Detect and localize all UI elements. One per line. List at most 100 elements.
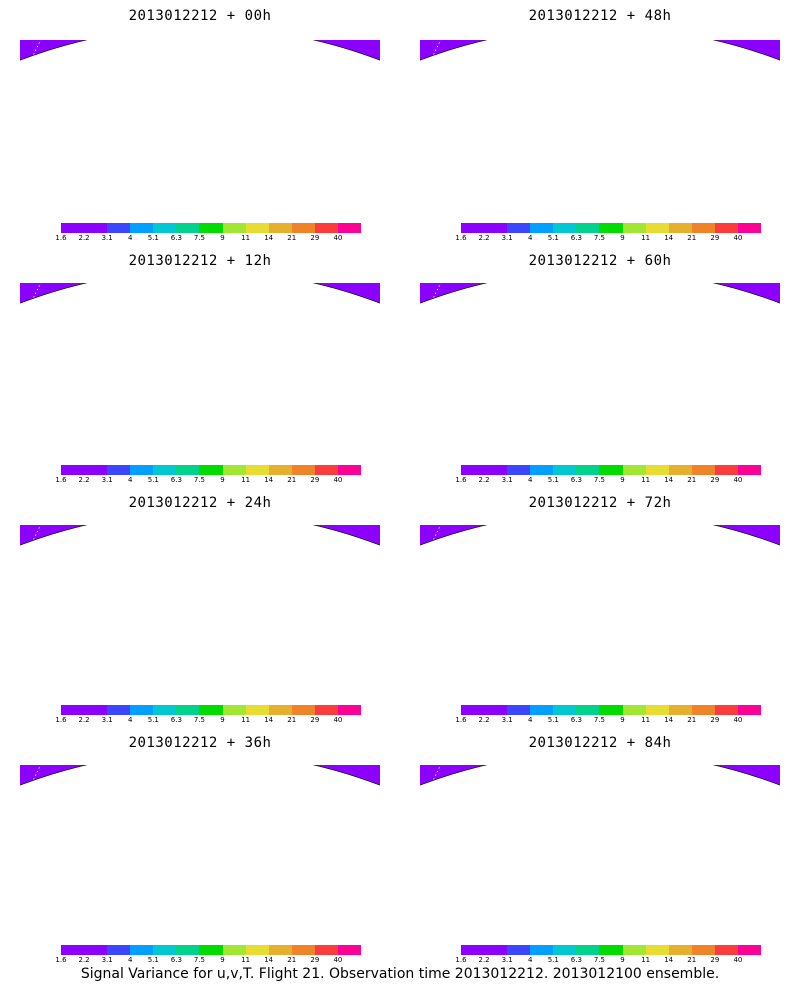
variance-contour — [535, 370, 544, 376]
coastline — [84, 816, 356, 846]
variance-contour — [549, 93, 571, 107]
colorbar-tick-label: 21 — [687, 716, 697, 724]
variance-contour — [549, 818, 571, 832]
variance-contour — [531, 609, 550, 622]
colorbar-swatch — [199, 465, 223, 475]
variance-contour — [123, 562, 197, 606]
variance-contour — [194, 590, 276, 606]
variance-contour — [217, 798, 343, 846]
map-contour-layer — [66, 287, 366, 402]
variance-contour — [661, 584, 699, 606]
variance-contour — [155, 97, 165, 103]
variance-contour — [70, 360, 140, 364]
variance-contour — [272, 830, 288, 840]
variance-contour — [191, 647, 229, 664]
variance-contour — [598, 833, 672, 846]
variance-contour — [689, 836, 751, 846]
variance-contour — [116, 552, 264, 606]
coastline-north — [634, 774, 766, 828]
variance-contour — [684, 833, 756, 846]
variance-contour — [87, 853, 122, 877]
colorbar-tick-label: 5.1 — [547, 476, 559, 484]
variance-contour — [659, 341, 701, 364]
latitude-line — [20, 765, 380, 831]
variance-contour — [298, 119, 342, 121]
variance-contour — [232, 807, 328, 846]
arctic-islands — [249, 44, 289, 63]
colorbar-tick-label: 40 — [333, 716, 343, 724]
coastline — [84, 91, 356, 121]
colorbar-swatch — [176, 945, 200, 955]
colorbar-swatch — [576, 945, 600, 955]
variance-contour — [708, 611, 732, 629]
longitude-line — [574, 539, 584, 700]
colorbar-tick-label: 11 — [241, 234, 251, 242]
coastline-north — [234, 774, 366, 828]
colorbar-tick-label: 40 — [333, 476, 343, 484]
variance-contour — [155, 582, 165, 588]
map-background-field — [20, 765, 380, 786]
variance-contour — [581, 96, 689, 121]
colorbar-tick-label: 4 — [127, 234, 133, 242]
variance-contour — [715, 131, 726, 139]
variance-contour — [94, 618, 115, 632]
variance-contour — [612, 843, 658, 846]
variance-contour — [682, 591, 758, 606]
colorbar-swatch — [668, 945, 692, 955]
colorbar-tick-label: 5.1 — [147, 476, 159, 484]
colorbar-tick-label: 5.1 — [147, 956, 159, 964]
variance-contour — [673, 100, 767, 121]
variance-contour — [517, 311, 663, 364]
colorbar-tick-label: 29 — [710, 476, 720, 484]
colorbar-tick-label: 40 — [733, 234, 743, 242]
variance-contour — [480, 608, 530, 641]
colorbar-swatch — [268, 705, 292, 715]
variance-contour — [88, 614, 122, 636]
colorbar-swatch — [461, 945, 485, 955]
variance-contour — [507, 831, 573, 846]
variance-contour — [519, 840, 561, 846]
variance-contour — [495, 341, 585, 364]
colorbar-swatch — [622, 465, 646, 475]
variance-contour — [484, 91, 596, 121]
coastline — [484, 816, 756, 846]
variance-contour — [77, 365, 133, 402]
variance-contour — [538, 864, 682, 927]
variance-contour — [545, 627, 675, 684]
variance-contour — [145, 575, 175, 595]
variance-contour — [601, 549, 759, 606]
colorbar-tick-row: 1.6 2.2 3.1 4 5.1 6.3 7.5 9 11 14 21 29 40 — [55, 956, 361, 965]
variance-contour — [558, 872, 662, 917]
variance-contour — [185, 584, 285, 606]
variance-contour — [502, 58, 678, 121]
variance-contour — [511, 594, 569, 606]
variance-contour — [532, 567, 588, 603]
longitude-line — [74, 44, 115, 200]
map-contour-layer — [57, 769, 366, 877]
variance-contour — [509, 793, 611, 846]
variance-contour — [299, 604, 341, 606]
colorbar-swatch — [222, 705, 246, 715]
variance-contour — [169, 637, 251, 673]
colorbar-tick-label: 29 — [310, 234, 320, 242]
colorbar-swatch — [291, 705, 315, 715]
variance-contour — [541, 83, 639, 121]
colorbar-swatches — [461, 223, 762, 233]
variance-contour — [533, 850, 548, 860]
colorbar-tick-label: 11 — [241, 716, 251, 724]
variance-contour — [568, 877, 651, 914]
panel-title-60h: 2013012212 + 60h — [528, 253, 672, 269]
variance-contour — [629, 323, 731, 364]
colorbar-tick-label: 11 — [641, 956, 651, 964]
variance-contour — [618, 607, 653, 632]
longitude-line — [651, 294, 676, 453]
longitude-line — [474, 44, 515, 200]
variance-contour — [618, 799, 742, 846]
variance-contour — [475, 120, 535, 121]
variance-contour — [503, 544, 677, 606]
latitude-line — [20, 40, 380, 106]
colorbar-swatch — [61, 465, 85, 475]
coastline-north — [634, 534, 766, 588]
colorbar-tick-label: 21 — [687, 956, 697, 964]
variance-contour — [521, 360, 559, 364]
